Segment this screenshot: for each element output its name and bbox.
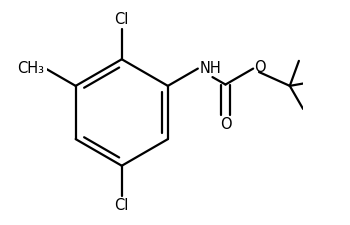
Text: Cl: Cl <box>114 11 129 27</box>
Text: CH₃: CH₃ <box>18 61 44 76</box>
Text: NH: NH <box>199 61 221 76</box>
Text: O: O <box>220 117 231 132</box>
Text: O: O <box>254 60 266 75</box>
Text: Cl: Cl <box>114 198 129 214</box>
